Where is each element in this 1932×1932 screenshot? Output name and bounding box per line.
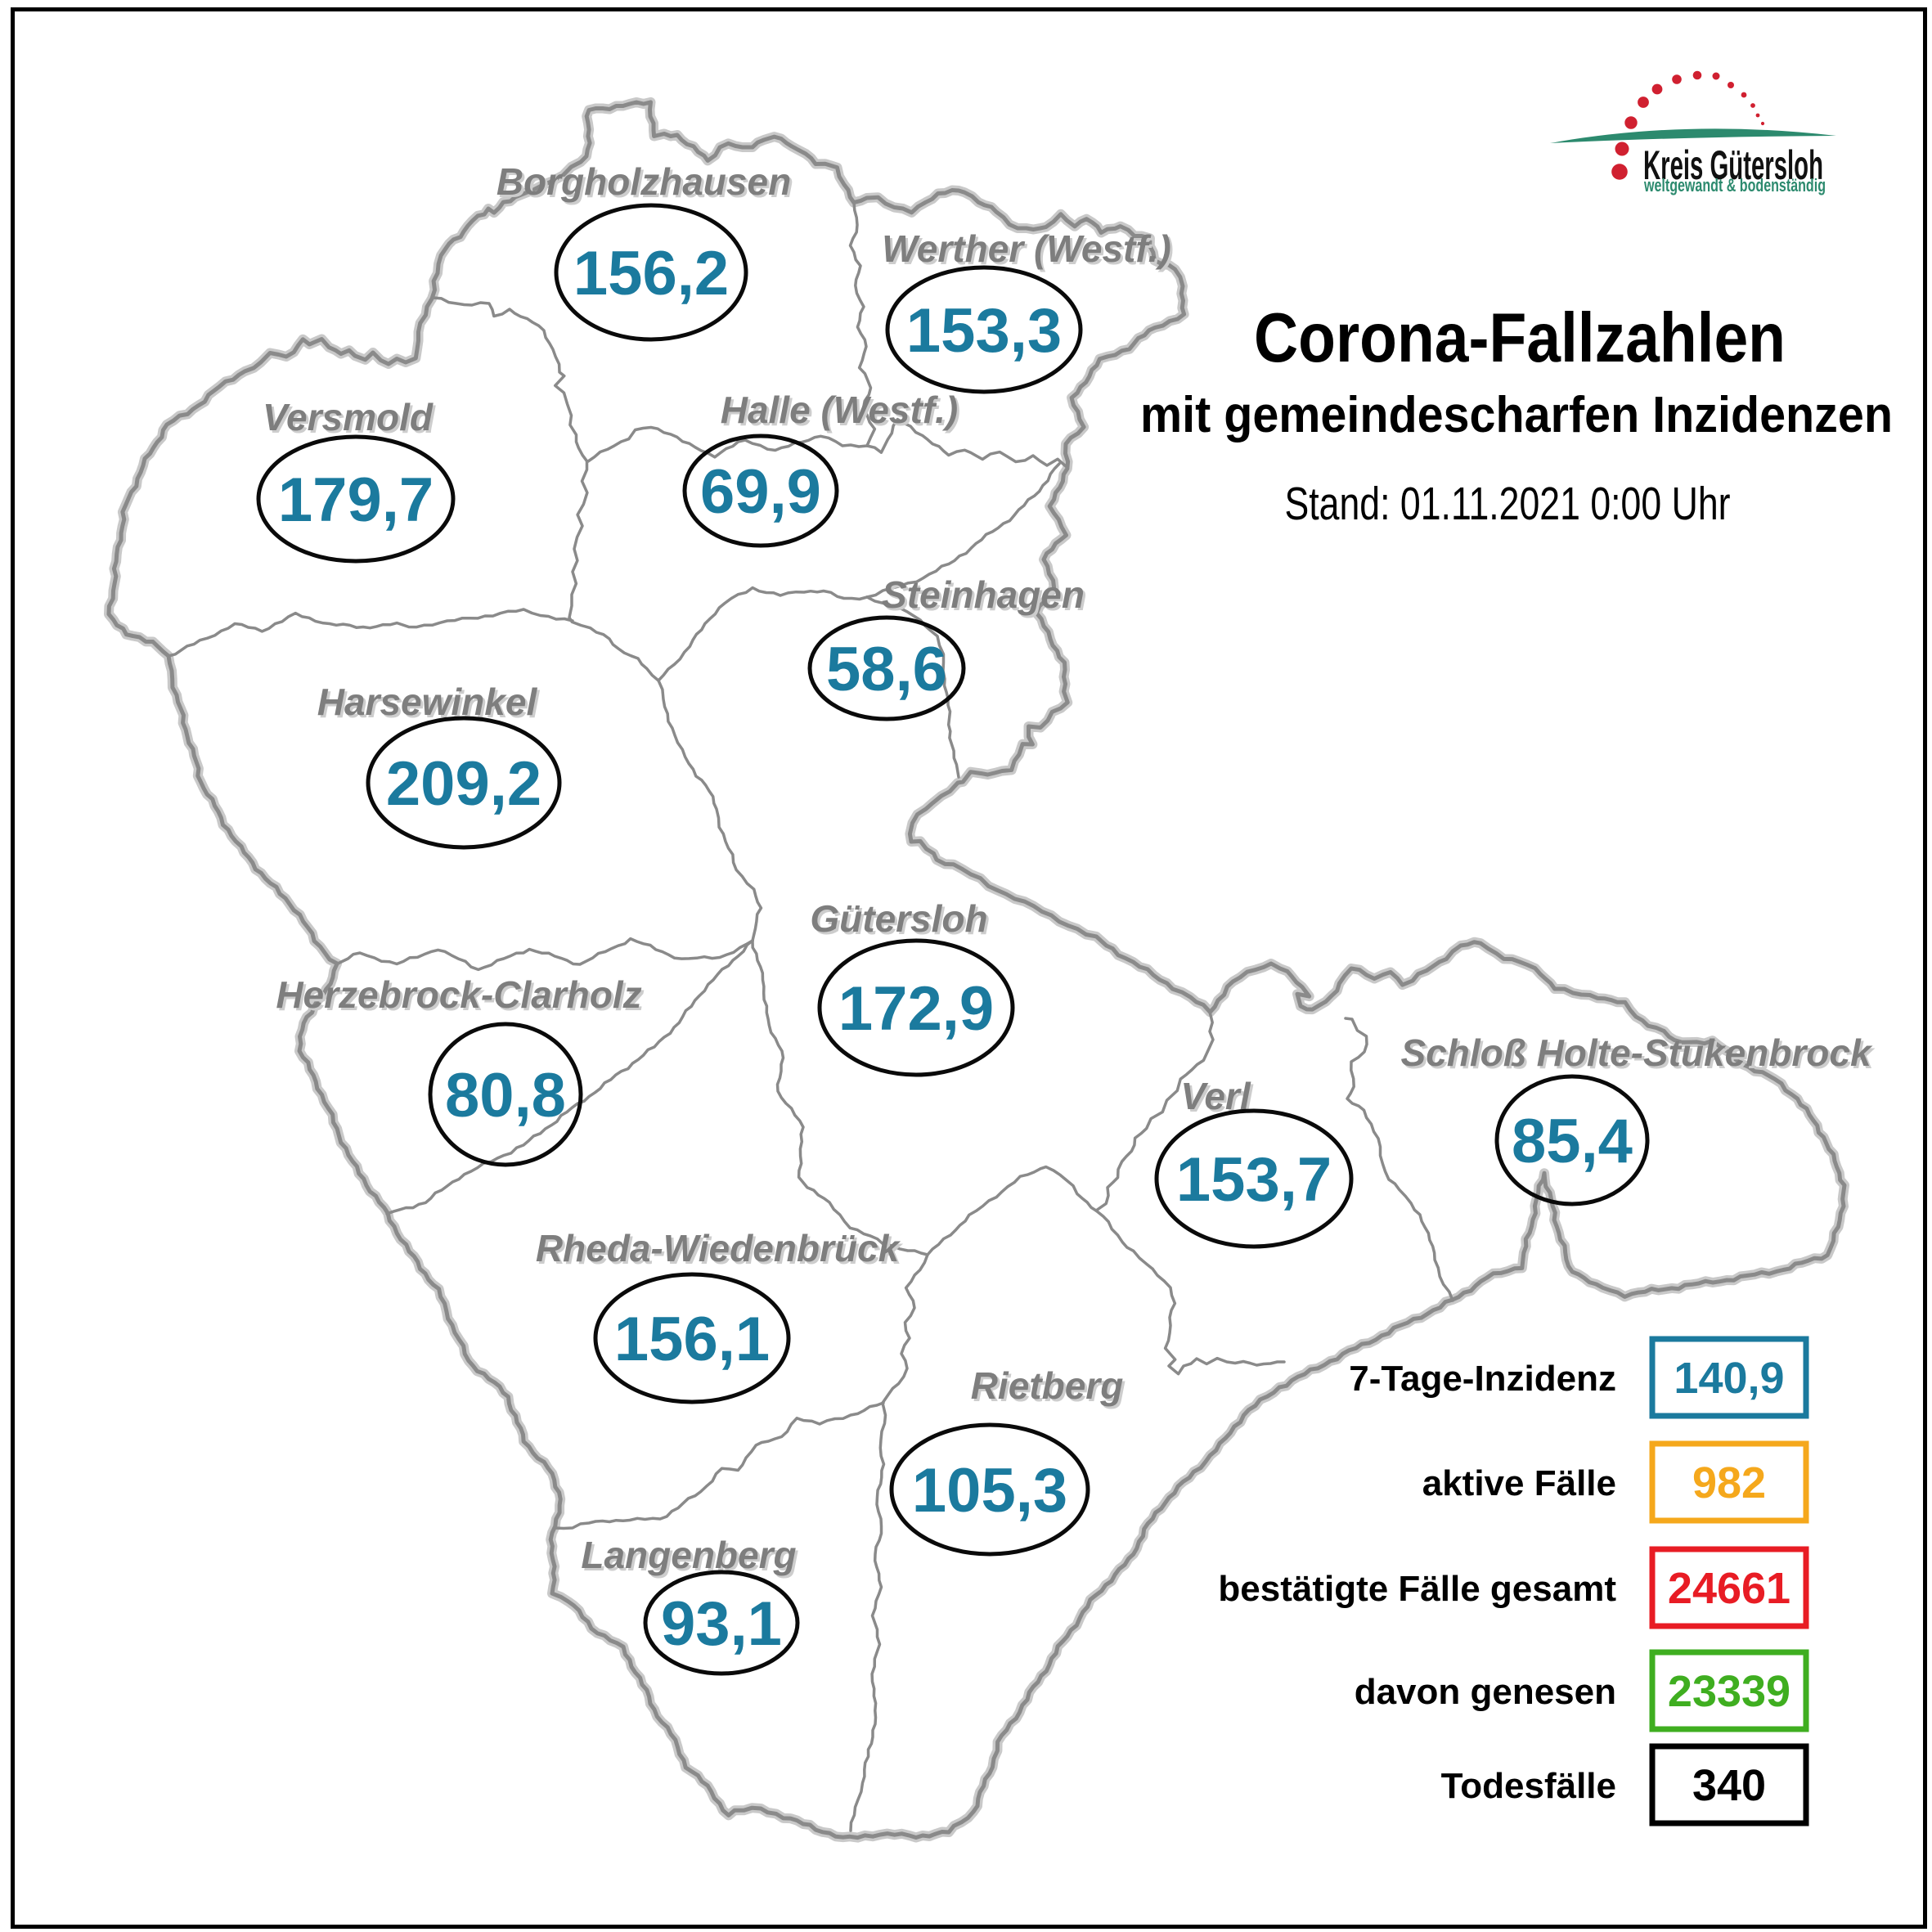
svg-text:Halle (Westf.): Halle (Westf.) (721, 389, 959, 431)
svg-text:Harsewinkel: Harsewinkel (317, 681, 538, 723)
svg-text:Stand: 01.11.2021 0:00 Uhr: Stand: 01.11.2021 0:00 Uhr (1285, 478, 1731, 530)
svg-text:93,1: 93,1 (661, 1589, 782, 1659)
svg-text:Versmold: Versmold (265, 398, 436, 441)
svg-text:140,9: 140,9 (1674, 1354, 1784, 1403)
svg-text:Rietberg: Rietberg (971, 1364, 1124, 1407)
svg-text:58,6: 58,6 (826, 635, 947, 704)
svg-text:Gütersloh: Gütersloh (812, 900, 990, 942)
svg-text:Rheda-Wiedenbrück: Rheda-Wiedenbrück (538, 1229, 904, 1272)
svg-text:Steinhagen: Steinhagen (884, 576, 1087, 618)
svg-text:209,2: 209,2 (386, 749, 541, 819)
svg-text:aktive Fälle: aktive Fälle (1422, 1463, 1616, 1503)
svg-text:Werther (Westf.): Werther (Westf.) (882, 227, 1171, 270)
svg-text:Gütersloh: Gütersloh (810, 897, 987, 940)
svg-text:Versmold: Versmold (263, 396, 434, 438)
svg-text:153,3: 153,3 (906, 296, 1062, 366)
svg-text:Corona-Fallzahlen: Corona-Fallzahlen (1254, 299, 1786, 377)
svg-text:Borgholzhausen: Borgholzhausen (496, 160, 791, 203)
svg-text:bestätigte Fälle gesamt: bestätigte Fälle gesamt (1218, 1569, 1616, 1609)
svg-text:153,7: 153,7 (1176, 1145, 1332, 1215)
svg-text:Steinhagen: Steinhagen (882, 573, 1085, 616)
svg-text:Todesfälle: Todesfälle (1441, 1766, 1616, 1806)
svg-text:Schloß Holte-Stukenbrock: Schloß Holte-Stukenbrock (1403, 1034, 1875, 1076)
svg-text:Harsewinkel: Harsewinkel (320, 683, 541, 726)
svg-text:Halle (Westf.): Halle (Westf.) (723, 391, 961, 434)
svg-text:Borgholzhausen: Borgholzhausen (499, 163, 793, 205)
svg-text:85,4: 85,4 (1512, 1107, 1633, 1176)
svg-text:Kreis Gütersloh: Kreis Gütersloh (1643, 142, 1823, 188)
svg-text:davon genesen: davon genesen (1355, 1672, 1616, 1712)
svg-text:Langenberg: Langenberg (581, 1534, 796, 1576)
svg-text:982: 982 (1692, 1458, 1766, 1507)
svg-text:Herzebrock-Clarholz: Herzebrock-Clarholz (276, 973, 641, 1016)
svg-text:Schloß Holte-Stukenbrock: Schloß Holte-Stukenbrock (1400, 1031, 1872, 1074)
svg-text:156,1: 156,1 (614, 1305, 770, 1374)
svg-text:Herzebrock-Clarholz: Herzebrock-Clarholz (278, 976, 644, 1018)
svg-text:weltgewandt & bodenständig: weltgewandt & bodenständig (1643, 175, 1826, 195)
svg-text:69,9: 69,9 (700, 457, 821, 527)
svg-text:7-Tage-Inzidenz: 7-Tage-Inzidenz (1349, 1359, 1616, 1399)
svg-text:105,3: 105,3 (912, 1456, 1067, 1525)
svg-text:Langenberg: Langenberg (583, 1536, 798, 1579)
svg-text:172,9: 172,9 (838, 974, 994, 1044)
svg-text:Rietberg: Rietberg (973, 1367, 1126, 1409)
svg-text:340: 340 (1692, 1761, 1766, 1810)
svg-text:179,7: 179,7 (278, 465, 434, 535)
svg-text:Werther (Westf.): Werther (Westf.) (884, 230, 1174, 272)
svg-text:Rheda-Wiedenbrück: Rheda-Wiedenbrück (536, 1227, 901, 1269)
svg-text:mit gemeindescharfen Inzidenze: mit gemeindescharfen Inzidenzen (1140, 387, 1893, 443)
svg-text:23339: 23339 (1668, 1667, 1790, 1716)
svg-text:156,2: 156,2 (573, 239, 729, 308)
svg-text:80,8: 80,8 (445, 1061, 566, 1130)
svg-text:24661: 24661 (1668, 1564, 1790, 1613)
